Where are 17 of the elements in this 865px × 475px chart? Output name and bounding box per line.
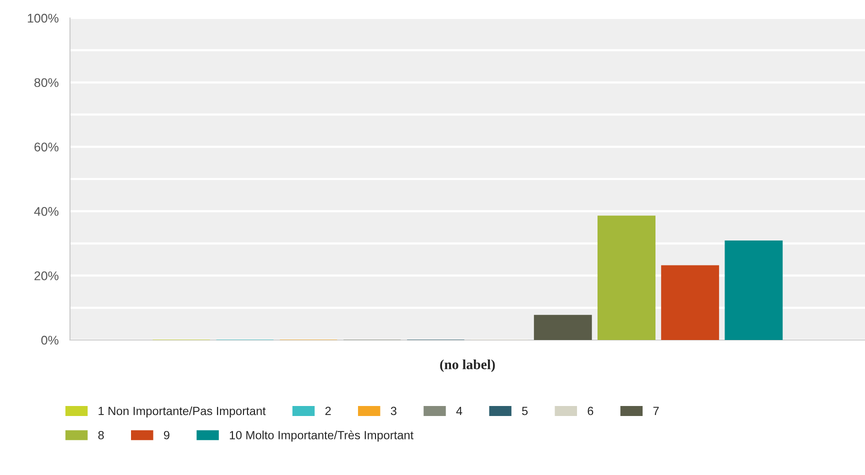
y-tick-label: 80% (34, 78, 58, 88)
legend-label: 6 (588, 406, 594, 416)
legend-label: 7 (653, 406, 659, 416)
legend-label: 4 (456, 406, 462, 416)
y-tick-label: 20% (34, 271, 58, 280)
y-tick-label: 0% (41, 336, 58, 345)
legend-label: 1 Non Importante/Pas Important (98, 406, 266, 418)
y-tick-label: 100% (28, 14, 58, 23)
legend-label: 2 (325, 406, 331, 416)
legend-label: 8 (98, 430, 104, 440)
y-tick-label: 40% (34, 207, 58, 216)
legend-label: 3 (390, 406, 396, 416)
x-tick-label: (no label) (440, 359, 495, 372)
y-tick-label: 60% (34, 142, 58, 152)
legend-label: 9 (164, 430, 170, 440)
legend-label: 10 Molto Importante/Très Important (230, 430, 414, 442)
legend-label: 5 (522, 406, 528, 416)
